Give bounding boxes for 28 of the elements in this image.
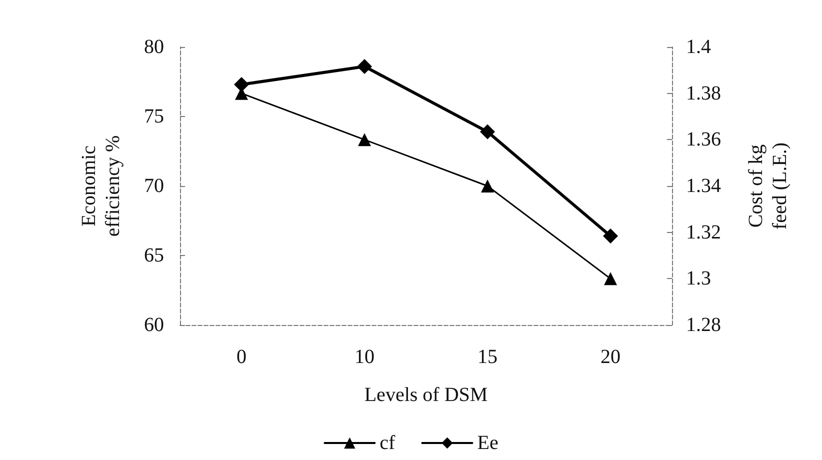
point (604, 272, 617, 286)
y-tick-label: 75 (144, 106, 164, 128)
y-tick-label: 65 (144, 244, 164, 266)
y2-tick-label: 1.3 (686, 268, 711, 290)
y2-tick-label: 1.4 (686, 36, 711, 58)
y2-tick-label: 1.32 (686, 221, 721, 244)
x-tick-label: 10 (354, 346, 374, 368)
legend-label: Ee (477, 432, 498, 454)
y-tick-label: 60 (144, 314, 164, 336)
y2-axis-title: Cost of kg feed (L.E.) (745, 142, 791, 230)
point (357, 58, 372, 74)
y2-tick-label: 1.34 (686, 175, 721, 197)
point (358, 133, 371, 146)
y2-tick-label: 1.36 (686, 128, 721, 151)
y2-tick-label: 1.38 (686, 82, 721, 104)
y-tick-label: 80 (144, 36, 164, 58)
y2-tick-label: 1.28 (686, 314, 721, 336)
legend-label: cf (380, 432, 396, 454)
x-axis-title: Levels of DSM (364, 384, 488, 406)
point (480, 124, 495, 140)
x-tick-label: 15 (478, 346, 498, 368)
point (603, 228, 618, 244)
point (234, 77, 249, 92)
x-tick-label: 0 (236, 346, 246, 368)
y-axis-title: Economic efficiency % (78, 135, 124, 237)
x-tick-label: 20 (600, 346, 620, 368)
point (481, 180, 494, 192)
y-tick-label: 70 (144, 175, 164, 197)
